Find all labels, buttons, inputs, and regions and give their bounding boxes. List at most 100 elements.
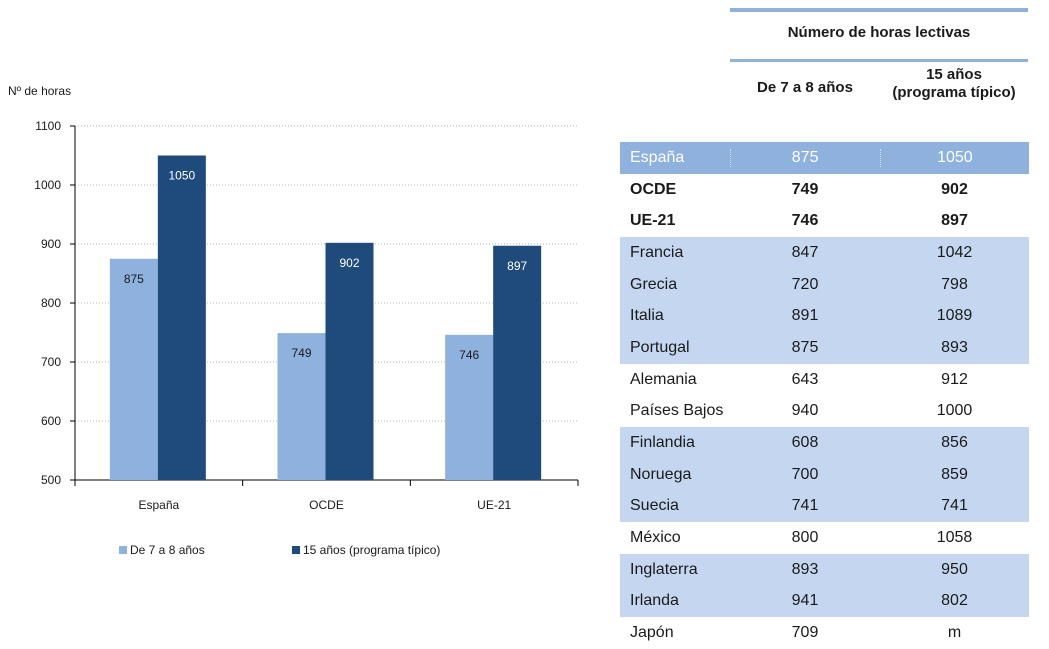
- row-label: Finlandia: [630, 434, 695, 452]
- cell-15: 856: [941, 434, 968, 452]
- table-row: UE-21 746 897: [620, 205, 1029, 237]
- row-label: Suecia: [630, 497, 679, 515]
- table-row: Países Bajos 940 1000: [620, 396, 1029, 428]
- table-row: México 800 1058: [620, 522, 1029, 554]
- table-row: Finlandia 608 856: [620, 427, 1029, 459]
- table-body: España 875 1050 OCDE 749 902 UE-21 746 897 Franci…: [620, 142, 1029, 649]
- legend-item-series-1: De 7 a 8 años: [119, 543, 205, 557]
- chart-plot: 500 600 700 800 900 1000 1100 875 1050 España 749 9…: [34, 119, 579, 512]
- cell-15: 1058: [936, 529, 973, 547]
- table-row: Noruega 700 859: [620, 458, 1029, 491]
- cell-7-8: 891: [791, 307, 819, 325]
- row-label: Grecia: [630, 275, 678, 293]
- table-row: Francia 847 1042: [620, 237, 1029, 269]
- row-label: OCDE: [630, 180, 677, 198]
- row-label: Irlanda: [630, 592, 679, 610]
- y-tick-label: 500: [41, 473, 61, 487]
- row-label: Japón: [630, 624, 674, 642]
- cell-15: m: [947, 624, 962, 642]
- row-label: Noruega: [630, 465, 692, 483]
- bar-2-2: [325, 242, 374, 480]
- row-label: Inglaterra: [630, 560, 698, 578]
- cell-7-8: 847: [791, 243, 819, 261]
- data-label: 749: [291, 346, 311, 360]
- y-tick-label: 800: [41, 296, 61, 310]
- data-label: 746: [459, 348, 479, 362]
- cell-15: 912: [941, 370, 968, 388]
- y-tick-label: 1100: [35, 119, 61, 133]
- row-label: Francia: [630, 243, 684, 261]
- cell-15: 741: [941, 497, 968, 515]
- bar-2-3: [493, 245, 542, 480]
- table-row: Japón 709 m: [620, 617, 1029, 649]
- y-tick-label: 900: [41, 237, 61, 251]
- cell-7-8: 800: [791, 529, 819, 547]
- table-group-header: Número de horas lectivas: [787, 24, 971, 41]
- y-tick-label: 600: [41, 414, 61, 428]
- cell-7-8: 749: [791, 180, 819, 198]
- cell-15: 893: [941, 338, 968, 356]
- y-tick-label: 1000: [34, 178, 61, 192]
- table-row: Irlanda 941 802: [620, 585, 1029, 618]
- bar-1-2: [277, 333, 326, 480]
- cell-7-8: 700: [791, 465, 819, 483]
- legend-label-series-1: De 7 a 8 años: [130, 543, 205, 557]
- cell-7-8: 709: [791, 624, 819, 642]
- table-top-rule: [730, 8, 1028, 12]
- table-row: Inglaterra 893 950: [620, 553, 1029, 586]
- column-header-15-line2: (programa típico): [892, 84, 1016, 101]
- table-row: Portugal 875 893: [620, 332, 1029, 364]
- cell-7-8: 940: [791, 402, 819, 420]
- row-label: Portugal: [630, 338, 690, 356]
- table-row: Italia 891 1089: [620, 300, 1029, 333]
- cell-15: 1050: [879, 148, 1029, 167]
- column-header-7-8: De 7 a 8 años: [757, 79, 853, 96]
- row-label: Italia: [630, 307, 664, 325]
- cell-7-8: 643: [791, 370, 819, 388]
- row-label: México: [630, 529, 681, 547]
- column-header-15-line1: 15 años: [926, 66, 982, 83]
- cell-7-8: 893: [791, 560, 819, 578]
- table-row: Alemania 643 912: [620, 364, 1029, 396]
- legend-item-series-2: 15 años (programa típico): [292, 543, 440, 557]
- data-label: 897: [507, 259, 527, 273]
- table-header-rule: [730, 59, 1028, 62]
- x-category-label: UE-21: [477, 498, 511, 512]
- legend-label-series-2: 15 años (programa típico): [303, 543, 441, 557]
- legend-swatch-series-2: [292, 546, 300, 554]
- column-header-15: 15 años (programa típico): [880, 66, 1028, 102]
- data-table: Número de horas lectivas De 7 a 8 años 1…: [620, 0, 1049, 641]
- y-tick-label: 700: [41, 355, 61, 369]
- row-label: Países Bajos: [630, 402, 724, 420]
- cell-15: 802: [941, 592, 968, 610]
- cell-15: 1000: [936, 402, 973, 420]
- x-category-label: OCDE: [309, 498, 344, 512]
- cell-7-8: 875: [791, 338, 819, 356]
- cell-15: 1089: [936, 307, 973, 325]
- cell-15: 859: [941, 465, 968, 483]
- cell-15: 902: [941, 180, 968, 198]
- data-label: 1050: [168, 169, 195, 183]
- row-label: UE-21: [630, 212, 676, 230]
- legend-swatch-series-1: [119, 546, 127, 554]
- row-label: España: [630, 148, 685, 166]
- cell-15: 897: [941, 212, 968, 230]
- bar-1-1: [109, 258, 158, 480]
- table-row: Grecia 720 798: [620, 268, 1029, 301]
- bar-1-3: [445, 334, 494, 480]
- y-axis-label: Nº de horas: [8, 84, 72, 98]
- cell-7-8: 720: [791, 275, 819, 293]
- data-label: 875: [124, 272, 144, 286]
- cell-7-8: 941: [791, 592, 819, 610]
- data-label: 902: [339, 256, 359, 270]
- cell-7-8: 746: [791, 212, 819, 230]
- cell-15: 1042: [936, 243, 973, 261]
- x-category-label: España: [138, 498, 179, 512]
- cell-7-8: 608: [791, 434, 819, 452]
- table-row: España 875 1050: [620, 142, 1029, 174]
- cell-15: 950: [941, 560, 968, 578]
- bar-chart: Nº de horas 500 600 700 800 900 1000 1100 875 10…: [8, 84, 579, 557]
- table-row: OCDE 749 902: [620, 174, 1029, 206]
- row-label: Alemania: [630, 370, 697, 388]
- table-row: Suecia 741 741: [620, 490, 1029, 523]
